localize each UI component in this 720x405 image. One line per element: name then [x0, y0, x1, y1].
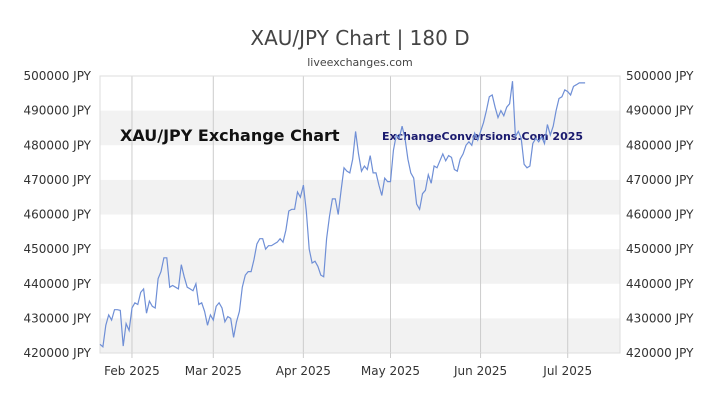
- background-band: [100, 179, 620, 215]
- background-band: [100, 249, 620, 284]
- vertical-gridlines: [131, 76, 569, 353]
- y-tick-label-left: 420000 JPY: [24, 346, 92, 360]
- y-tick-label-right: 440000 JPY: [626, 277, 694, 291]
- x-tick-label: Jun 2025: [453, 364, 507, 378]
- y-tick-label-right: 450000 JPY: [626, 242, 694, 256]
- background-band: [100, 318, 620, 353]
- y-tick-label-left: 460000 JPY: [24, 208, 92, 222]
- y-tick-label-right: 480000 JPY: [626, 138, 694, 152]
- y-tick-label-right: 460000 JPY: [626, 208, 694, 222]
- x-axis: Feb 2025 Mar 2025 Apr 2025 May 2025 Jun 2025…: [104, 353, 592, 378]
- y-tick-label-left: 440000 JPY: [24, 277, 92, 291]
- chart-title: XAU/JPY Chart | 180 D: [250, 26, 470, 50]
- y-axis-right: 500000 JPY 490000 JPY 480000 JPY 470000 JPY…: [626, 69, 694, 360]
- y-axis-left: 500000 JPY 490000 JPY 480000 JPY 470000 JPY…: [24, 69, 92, 360]
- chart-subtitle: liveexchanges.com: [307, 56, 413, 69]
- y-tick-label-right: 420000 JPY: [626, 346, 694, 360]
- x-tick-label: Apr 2025: [276, 364, 331, 378]
- background-band: [100, 110, 620, 146]
- y-tick-label-left: 500000 JPY: [24, 69, 92, 83]
- y-tick-label-left: 470000 JPY: [24, 173, 92, 187]
- background-bands: [100, 110, 620, 353]
- y-tick-label-left: 490000 JPY: [24, 104, 92, 118]
- x-tick-label: Mar 2025: [185, 364, 242, 378]
- x-tick-label: May 2025: [361, 364, 420, 378]
- inner-chart-label: XAU/JPY Exchange Chart: [120, 126, 340, 145]
- y-tick-label-right: 470000 JPY: [626, 173, 694, 187]
- series-line: [99, 81, 586, 348]
- y-tick-label-left: 480000 JPY: [24, 138, 92, 152]
- y-tick-label-right: 500000 JPY: [626, 69, 694, 83]
- watermark-text: ExchangeConversions.Com 2025: [382, 130, 583, 143]
- y-tick-label-right: 430000 JPY: [626, 311, 694, 325]
- y-tick-label-left: 450000 JPY: [24, 242, 92, 256]
- y-tick-label-left: 430000 JPY: [24, 311, 92, 325]
- y-tick-label-right: 490000 JPY: [626, 104, 694, 118]
- plot-frame: [99, 75, 621, 354]
- x-tick-label: Jul 2025: [542, 364, 592, 378]
- x-tick-label: Feb 2025: [104, 364, 160, 378]
